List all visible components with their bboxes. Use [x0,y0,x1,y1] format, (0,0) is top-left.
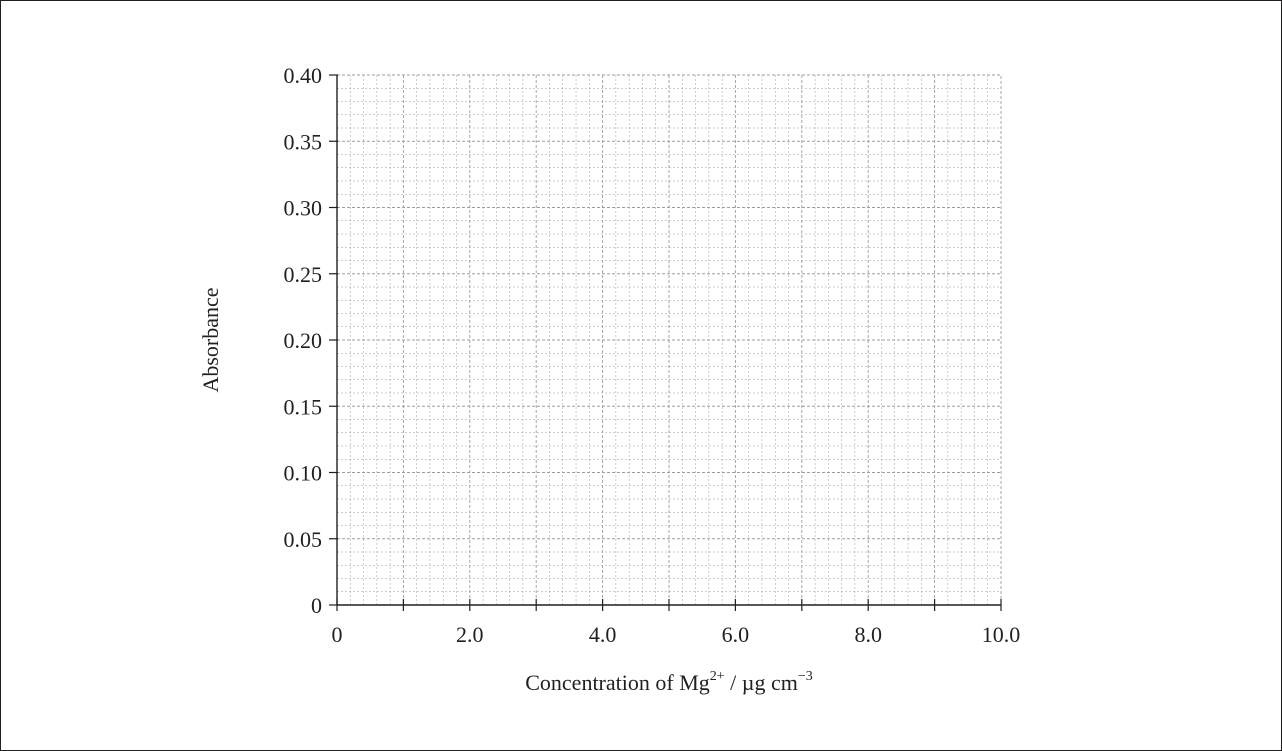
y-tick-label: 0.05 [284,527,323,552]
x-tick-label: 10.0 [982,622,1021,647]
y-axis-label: Absorbance [198,287,223,392]
x-tick-label: 4.0 [589,622,617,647]
x-tick-label: 2.0 [456,622,484,647]
x-axis-label-unit-superscript: −3 [798,669,813,684]
y-tick-label: 0.35 [284,129,323,154]
x-tick-label: 8.0 [854,622,882,647]
y-tick-label: 0.10 [284,461,323,486]
y-tick-label: 0.25 [284,262,323,287]
y-tick-label: 0.15 [284,394,323,419]
graph-paper-grid [336,74,1002,606]
y-axis-ticks: 0 0.05 0.10 0.15 0.20 0.25 0.30 0.35 0.40 [284,63,338,618]
x-tick-label: 0 [332,622,343,647]
x-axis-ticks: 0 2.0 4.0 6.0 8.0 10.0 [332,599,1021,647]
x-tick-label: 6.0 [722,622,750,647]
y-tick-label: 0.20 [284,328,323,353]
y-tick-label: 0.40 [284,63,323,88]
x-axis-label-superscript: 2+ [710,669,725,684]
x-axis-label-unit: / µg cm [725,670,798,695]
x-axis-label: Concentration of Mg2+ / µg cm−3 [525,669,813,695]
y-tick-label: 0 [311,593,322,618]
y-tick-label: 0.30 [284,196,323,221]
x-axis-label-text: Concentration of Mg [525,670,710,695]
